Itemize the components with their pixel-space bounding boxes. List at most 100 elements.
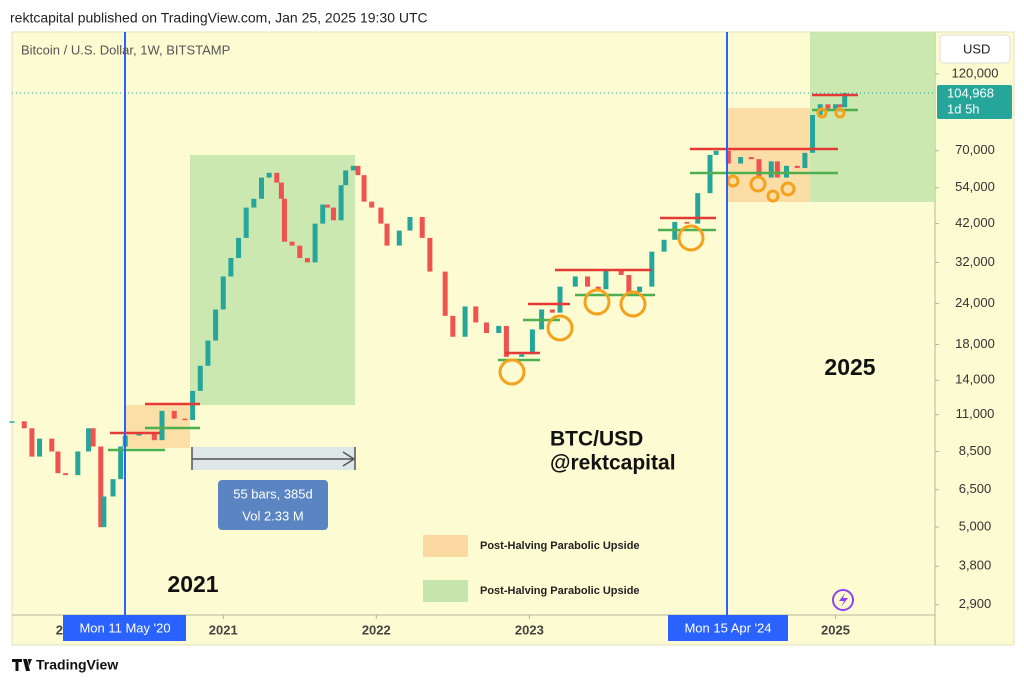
annotation: @rektcapital <box>550 452 676 475</box>
candle <box>274 172 280 183</box>
y-tick-label: 120,000 <box>952 65 999 80</box>
last-price-tag <box>937 85 1012 120</box>
retest-circle <box>583 288 611 316</box>
candle <box>419 216 425 238</box>
retest-circle <box>816 107 828 119</box>
candle <box>171 410 177 419</box>
retest-circle <box>546 314 574 342</box>
candle <box>266 172 272 178</box>
candle <box>243 207 249 238</box>
candle <box>684 221 690 224</box>
candle <box>842 93 848 108</box>
brand: TradingView <box>36 657 118 673</box>
candle <box>496 325 502 334</box>
marker-label-box <box>63 615 186 641</box>
countdown-label: 1d 5h <box>947 101 980 116</box>
legend-label: Post-Halving Parabolic Upside <box>480 540 640 552</box>
candle <box>63 473 69 476</box>
retest-circle <box>677 224 705 252</box>
candle <box>289 241 295 246</box>
candle <box>312 223 318 263</box>
measure-tool: 55 bars, 385d Vol 2.33 M <box>191 447 356 530</box>
candle <box>442 271 448 316</box>
candle <box>462 306 468 337</box>
y-tick-label: 3,800 <box>959 558 992 573</box>
candle <box>338 185 344 221</box>
candle <box>220 276 226 310</box>
lightning-bolt <box>839 593 848 607</box>
candle <box>572 276 578 287</box>
candle <box>738 157 744 164</box>
candle <box>595 286 601 290</box>
retest-circle <box>498 358 526 386</box>
y-tick-label: 8,500 <box>959 443 992 458</box>
candle <box>324 204 330 208</box>
candle <box>86 428 92 452</box>
candle <box>197 365 203 391</box>
y-tick-label: 70,000 <box>955 142 995 157</box>
annotation: 2021 <box>167 571 218 597</box>
x-tick-label: 2023 <box>515 622 544 637</box>
candle <box>378 207 384 224</box>
candle <box>529 329 535 355</box>
x-tick-label: 2022 <box>362 622 391 637</box>
candle <box>484 322 490 334</box>
currency: USD <box>963 41 990 56</box>
candle <box>825 104 831 109</box>
y-tick-label: 5,000 <box>959 519 992 534</box>
last-price-label: 104,968 <box>947 85 994 100</box>
candle <box>361 175 367 202</box>
annotation: BTC/USD <box>550 428 643 451</box>
legend-swatch <box>423 535 468 557</box>
candle <box>695 193 701 224</box>
candle <box>236 237 242 259</box>
retest-circle <box>780 181 796 197</box>
candle <box>343 170 349 186</box>
candle <box>110 479 116 497</box>
candle <box>251 198 257 208</box>
measure-range-label: 55 bars, 385d <box>233 486 313 501</box>
measure-arrowhead <box>342 451 356 467</box>
lightning-icon[interactable] <box>832 589 854 611</box>
candle <box>98 446 104 528</box>
y-tick-label: 6,500 <box>959 481 992 496</box>
candle <box>278 182 284 199</box>
orange-zone <box>125 405 190 448</box>
measure-volume-label: Vol 2.33 M <box>242 508 303 523</box>
green-zone <box>810 32 935 202</box>
candle <box>626 274 632 293</box>
y-tick-label: 42,000 <box>955 215 995 230</box>
candle <box>549 309 555 313</box>
candle <box>725 150 731 164</box>
candles <box>9 93 848 528</box>
candle <box>585 276 591 287</box>
candle <box>118 446 124 480</box>
candle <box>603 269 609 290</box>
candle <box>228 258 234 277</box>
green-zone <box>190 155 355 405</box>
candle <box>748 157 754 160</box>
tv-logo <box>12 659 32 671</box>
y-tick-label: 54,000 <box>955 179 995 194</box>
candle <box>637 286 643 293</box>
candle <box>37 438 43 457</box>
candle <box>384 223 390 246</box>
symbol: Bitcoin / U.S. Dollar, 1W, BITSTAMP <box>21 42 230 57</box>
candle <box>151 432 157 441</box>
candle <box>713 150 719 155</box>
y-tick-label: 24,000 <box>955 295 995 310</box>
publisher: rektcapital published on TradingView.com… <box>10 10 428 26</box>
marker-label-box <box>668 615 788 641</box>
candle <box>9 421 15 423</box>
candle <box>784 165 790 178</box>
candle <box>810 114 816 153</box>
candle <box>833 104 839 109</box>
candle <box>182 418 188 421</box>
candle <box>618 269 624 275</box>
candle <box>503 325 509 357</box>
candle <box>304 258 310 263</box>
currency-button[interactable] <box>939 34 1011 64</box>
y-tick-label: 18,000 <box>955 336 995 351</box>
